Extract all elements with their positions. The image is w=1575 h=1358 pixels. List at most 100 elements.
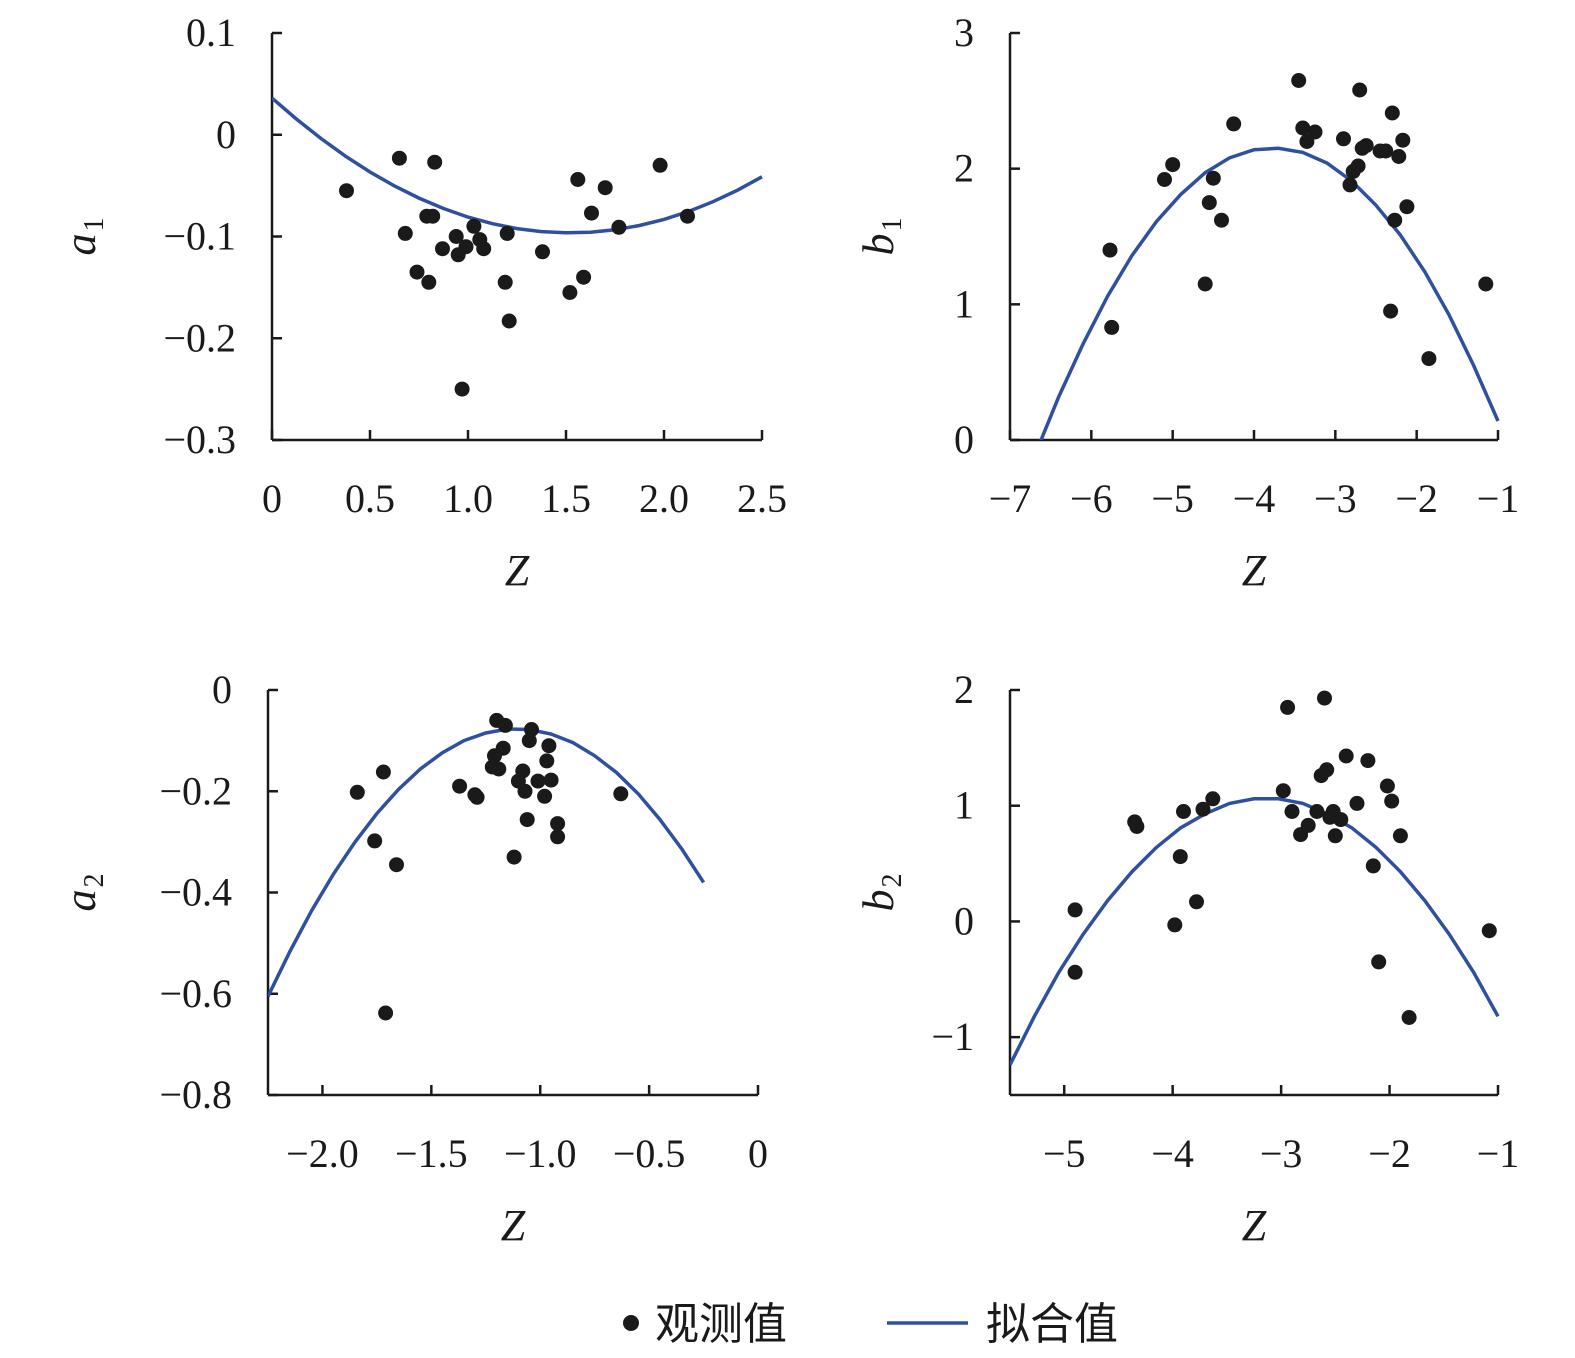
observed-point (1307, 124, 1323, 140)
observed-point (1067, 902, 1083, 918)
observed-point (1392, 828, 1408, 844)
observed-point (1481, 923, 1497, 939)
observed-point (517, 783, 533, 799)
observed-point (521, 733, 537, 749)
x-tick-label: −6 (1070, 476, 1113, 521)
observed-point (491, 761, 507, 777)
observed-point (1387, 212, 1403, 228)
observed-point (1349, 795, 1365, 811)
x-tick-label: −2 (1395, 476, 1438, 521)
observed-point (1280, 699, 1296, 715)
y-axis-title-subscript: 1 (877, 218, 908, 232)
y-axis-title-symbol: b (854, 890, 903, 912)
observed-point (1275, 783, 1291, 799)
observed-point (1371, 954, 1387, 970)
observed-point (1205, 791, 1221, 807)
y-axis-title-symbol: b (854, 234, 903, 256)
observed-point (537, 788, 553, 804)
x-tick-label: −4 (1151, 1131, 1194, 1176)
observed-point (1338, 748, 1354, 764)
observed-point (535, 244, 550, 260)
observed-point (1384, 105, 1400, 121)
legend-fitted-label: 拟合值 (986, 1299, 1118, 1350)
observed-point (1104, 319, 1120, 335)
observed-point (1358, 138, 1374, 154)
observed-point (1284, 804, 1300, 819)
y-tick-label: 2 (954, 146, 974, 191)
y-axis-title-symbol: a (56, 890, 105, 912)
x-axis-title: Z (501, 1201, 526, 1250)
y-tick-label: −0.2 (159, 768, 232, 813)
x-tick-label: −1 (1477, 1131, 1520, 1176)
observed-point (680, 208, 695, 224)
legend-observed-label: 观测值 (655, 1299, 787, 1350)
observed-point (1383, 303, 1399, 319)
y-tick-label: 1 (954, 783, 974, 828)
y-tick-label: −0.2 (163, 315, 236, 360)
observed-point (1172, 849, 1188, 865)
observed-point (1319, 762, 1335, 778)
y-tick-label: 0.1 (186, 10, 236, 55)
observed-point (597, 180, 613, 196)
y-axis-title-subscript: 1 (79, 218, 110, 232)
x-tick-label: 0 (748, 1131, 768, 1176)
observed-point (397, 225, 413, 241)
x-tick-label: 1.0 (443, 476, 493, 521)
observed-point (497, 274, 513, 290)
y-tick-label: 2 (954, 667, 974, 712)
y-axis-title-symbol: a (56, 234, 105, 256)
observed-point (1167, 917, 1183, 933)
observed-point (499, 225, 515, 241)
observed-point (421, 274, 437, 290)
observed-point (1195, 801, 1211, 817)
legend-observed-marker (623, 1315, 639, 1331)
x-tick-label: −0.5 (613, 1131, 686, 1176)
y-tick-label: 1 (954, 281, 974, 326)
observed-point (506, 849, 522, 865)
observed-point (1201, 195, 1217, 211)
x-tick-label: 1.5 (541, 476, 591, 521)
observed-point (1350, 158, 1366, 174)
observed-point (1176, 804, 1191, 819)
observed-point (339, 183, 354, 199)
x-tick-label: 0.5 (345, 476, 395, 521)
observed-point (378, 1005, 394, 1021)
observed-point (476, 241, 492, 257)
x-tick-label: −2 (1368, 1131, 1411, 1176)
observed-point (1391, 149, 1407, 164)
observed-point (1214, 212, 1229, 228)
fitted-curve (1010, 797, 1500, 1066)
observed-point (367, 833, 383, 849)
observed-point (1401, 1010, 1417, 1025)
observed-point (497, 717, 513, 733)
y-tick-label: 0 (212, 667, 232, 712)
observed-point (1378, 143, 1394, 159)
observed-point (427, 154, 443, 170)
observed-point (1384, 793, 1400, 809)
observed-point (501, 313, 517, 329)
observed-point (389, 857, 404, 873)
x-tick-label: 0 (262, 476, 282, 521)
observed-point (1336, 131, 1351, 147)
y-axis-title: b2 (854, 874, 908, 912)
observed-point (1395, 132, 1411, 148)
x-tick-label: 2.0 (639, 476, 689, 521)
observed-point (1327, 828, 1343, 844)
x-tick-label: 2.5 (737, 476, 787, 521)
observed-point (1300, 817, 1316, 833)
observed-point (1165, 157, 1181, 173)
observed-point (576, 269, 592, 285)
observed-point (375, 764, 391, 780)
observed-point (519, 812, 535, 828)
y-axis-title: a1 (56, 218, 110, 256)
observed-point (1352, 82, 1368, 98)
y-tick-label: 0 (954, 417, 974, 462)
observed-point (530, 773, 546, 789)
observed-point (1478, 276, 1494, 292)
observed-point (541, 738, 557, 754)
y-tick-label: 0 (954, 898, 974, 943)
observed-point (550, 816, 566, 832)
observed-point (1189, 894, 1204, 910)
x-tick-label: −7 (989, 476, 1032, 521)
